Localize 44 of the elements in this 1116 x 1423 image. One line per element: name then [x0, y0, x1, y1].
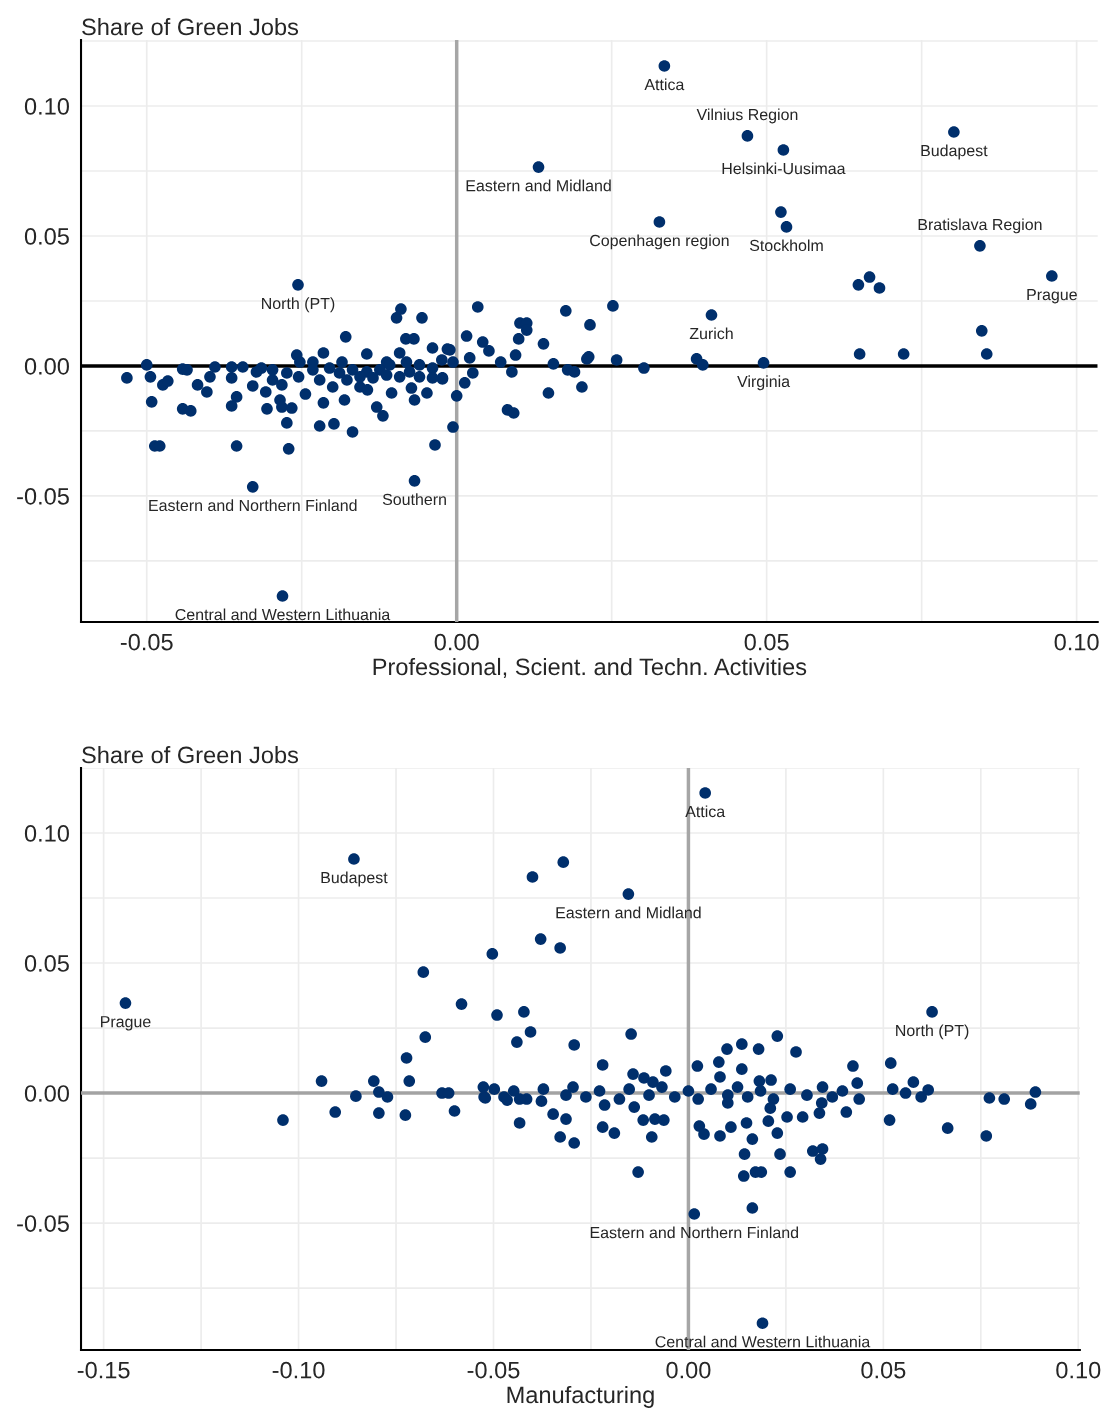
- x-tick-label: -0.10: [272, 1361, 325, 1379]
- x-tick-label: -0.05: [120, 633, 173, 651]
- x-tick-label: 0.05: [744, 633, 789, 651]
- annotation: Attica: [644, 78, 685, 91]
- annotation: Zurich: [689, 327, 733, 340]
- y-tick-label: -0.05: [17, 1215, 69, 1232]
- x-axis-title: Manufacturing: [507, 1385, 654, 1408]
- annotation: Attica: [685, 805, 726, 818]
- annotation: Virginia: [737, 375, 791, 391]
- annotation: Vilnius Region: [696, 108, 798, 124]
- y-tick-label: 0.05: [24, 228, 69, 245]
- y-tick-label: 0.00: [24, 358, 69, 375]
- x-tick-label: 0.00: [666, 1361, 711, 1379]
- y-tick-label: 0.00: [24, 1085, 69, 1102]
- annotation: Budapest: [321, 871, 388, 887]
- annotation: Bratislava Region: [918, 218, 1042, 234]
- x-tick-label: 0.10: [1056, 1361, 1101, 1379]
- x-tick-label: -0.15: [77, 1361, 130, 1379]
- y-axis-title: Share of Green Jobs: [82, 745, 299, 764]
- annotation: Prague: [1027, 289, 1077, 304]
- annotation: Southern: [382, 493, 446, 506]
- annotation: Stockholm: [749, 239, 823, 252]
- y-tick-label: -0.05: [17, 487, 69, 505]
- annotation: Central and Western Lithuania: [655, 1335, 871, 1348]
- x-tick-label: -0.05: [467, 1361, 520, 1379]
- annotation: Prague: [101, 1016, 151, 1031]
- x-axis-title: Professional, Scient. and Techn. Activities: [373, 657, 807, 679]
- y-tick-label: 0.10: [24, 825, 69, 842]
- annotation: Helsinki-Uusimaa: [722, 162, 846, 175]
- annotation: North (PT): [262, 297, 335, 313]
- annotation: North (PT): [896, 1024, 969, 1040]
- annotation: Eastern and Midland: [466, 179, 611, 192]
- annotation: Budapest: [921, 144, 988, 160]
- x-tick-label: 0.05: [861, 1361, 906, 1379]
- y-tick-label: 0.10: [24, 98, 69, 115]
- annotation: Eastern and Northern Finland: [149, 499, 357, 512]
- y-tick-label: 0.05: [24, 955, 69, 972]
- annotation: Eastern and Northern Finland: [590, 1226, 799, 1239]
- annotation: Central and Western Lithuania: [175, 608, 391, 621]
- annotation: Eastern and Midland: [556, 906, 701, 919]
- annotation: Copenhagen region: [590, 234, 729, 250]
- x-tick-label: 0.10: [1054, 633, 1099, 651]
- x-tick-label: 0.00: [434, 633, 479, 651]
- y-axis-title: Share of Green Jobs: [82, 17, 299, 36]
